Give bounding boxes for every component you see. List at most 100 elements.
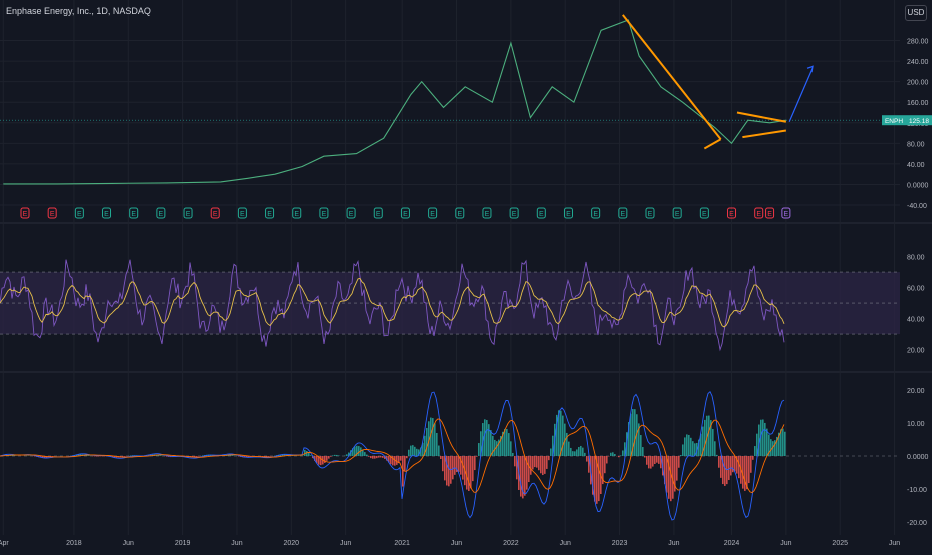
earnings-marker-label: E [729,211,734,218]
macd-histogram-bar [728,456,730,480]
earnings-marker-label: E [186,211,191,218]
macd-histogram-bar [458,456,460,472]
macd-histogram-bar [540,456,542,473]
earnings-marker-label: E [430,211,435,218]
macd-histogram-bar [486,420,488,456]
x-tick-label: Jun [340,540,351,547]
macd-histogram-bar [470,456,472,488]
earnings-marker-label: E [675,211,680,218]
macd-tick-label: 10.00 [907,421,925,428]
price-tick-label: 0.0000 [907,182,929,189]
macd-histogram-bar [528,456,530,482]
rsi-tick-label: 60.00 [907,286,925,293]
macd-histogram-bar [406,456,408,458]
macd-histogram-bar [634,409,636,456]
macd-histogram-bar [366,455,368,456]
macd-histogram-bar [268,456,270,457]
macd-histogram-bar [546,456,548,469]
macd-histogram-bar [688,435,690,456]
macd-histogram-bar [496,441,498,456]
macd-histogram-bar [160,455,162,456]
macd-histogram-bar [606,456,608,463]
macd-histogram-bar [326,456,328,461]
macd-histogram-bar [562,416,564,456]
macd-histogram-bar [534,456,536,467]
macd-histogram-bar [656,456,658,463]
x-tick-label: 2025 [832,540,848,547]
earnings-marker-label: E [267,211,272,218]
earnings-marker-label: E [240,211,245,218]
earnings-marker-label: E [403,211,408,218]
macd-histogram-bar [232,455,234,456]
macd-histogram-bar [604,456,606,473]
macd-histogram-bar [124,456,126,457]
macd-histogram-bar [478,443,480,456]
earnings-marker-label: E [566,211,571,218]
x-tick-label: Jun [668,540,679,547]
macd-histogram-bar [750,456,752,473]
rsi-tick-label: 20.00 [907,348,925,355]
macd-histogram-bar [716,455,718,456]
macd-histogram-bar [734,456,736,471]
macd-histogram-bar [730,456,732,475]
macd-histogram-bar [434,423,436,456]
macd-histogram-bar [764,423,766,456]
macd-histogram-bar [196,456,198,457]
x-tick-label: 2022 [503,540,519,547]
earnings-marker-label: E [756,211,761,218]
macd-histogram-bar [582,448,584,456]
macd-histogram-bar [514,456,516,466]
macd-histogram-bar [372,456,374,459]
macd-histogram-bar [454,456,456,475]
currency-button[interactable]: USD [905,5,927,21]
macd-histogram-bar [376,456,378,458]
macd-histogram-bar [714,441,716,456]
macd-histogram-bar [404,456,406,471]
annotation-trendline [704,139,720,148]
x-tick-label: 2024 [724,540,740,547]
macd-histogram-bar [676,456,678,481]
earnings-marker-label: E [457,211,462,218]
macd-histogram-bar [650,456,652,469]
macd-histogram-bar [684,437,686,456]
macd-histogram-bar [704,420,706,456]
macd-histogram-bar [452,456,454,479]
macd-histogram-bar [354,447,356,456]
symbol-tag-label: ENPH [885,118,903,125]
macd-histogram-bar [654,456,656,464]
macd-histogram-bar [770,439,772,456]
x-tick-label: 2019 [175,540,191,547]
macd-histogram-bar [548,456,550,460]
x-tick-label: Jun [560,540,571,547]
x-tick-label: Jun [451,540,462,547]
macd-histogram-bar [748,456,750,483]
macd-histogram-bar [438,446,440,456]
macd-histogram-bar [330,456,332,457]
macd-histogram-bar [690,438,692,456]
chart-title: Enphase Energy, Inc., 1D, NASDAQ [6,6,151,16]
macd-tick-label: -20.00 [907,520,927,527]
macd-histogram-bar [88,455,90,456]
macd-histogram-bar [308,453,310,456]
price-tick-label: 40.00 [907,162,925,169]
macd-histogram-bar [570,448,572,456]
annotation-arrow [789,66,813,122]
macd-histogram-bar [382,456,384,458]
macd-histogram-bar [442,456,444,471]
macd-histogram-bar [568,442,570,456]
macd-histogram-bar [504,429,506,456]
macd-histogram-bar [476,456,478,457]
macd-histogram-bar [324,456,326,463]
macd-histogram-bar [512,453,514,456]
macd-histogram-bar [412,445,414,456]
macd-histogram-bar [530,456,532,475]
macd-histogram-bar [610,453,612,456]
price-tag-label: 125.18 [909,118,929,125]
earnings-marker-label: E [648,211,653,218]
earnings-marker-label: E [77,211,82,218]
macd-histogram-bar [426,428,428,456]
macd-histogram-bar [618,456,620,457]
macd-histogram-bar [708,416,710,456]
